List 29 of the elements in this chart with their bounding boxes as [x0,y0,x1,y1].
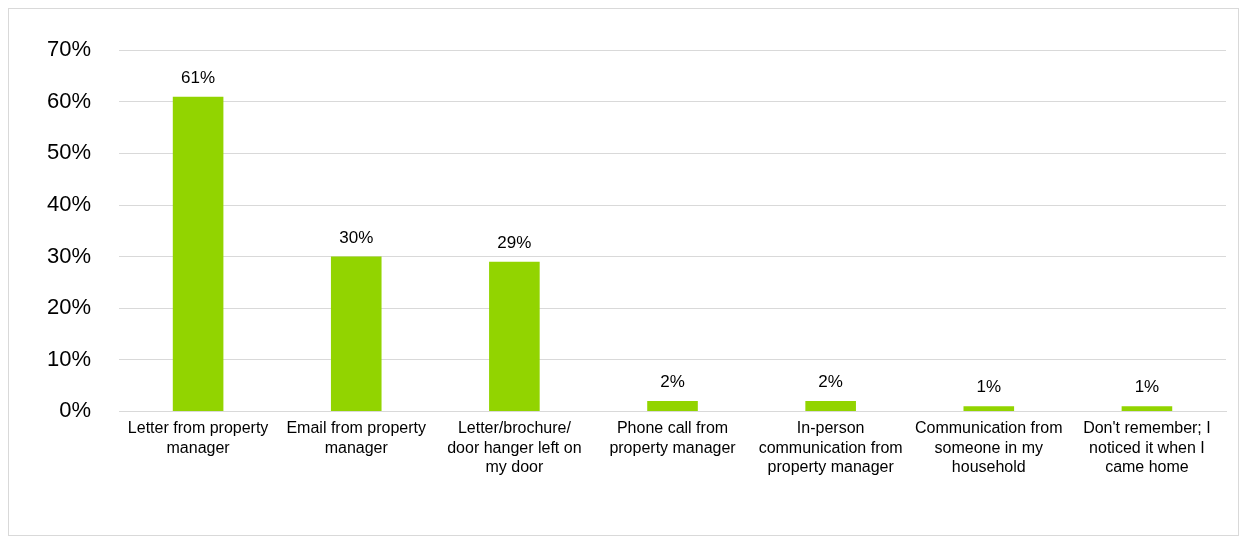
y-tick-label: 40% [46,191,92,217]
bar [805,401,856,411]
data-label: 29% [497,232,532,252]
data-label: 1% [976,377,1002,397]
bar [172,96,224,411]
data-label: 61% [181,67,216,87]
data-label: 30% [339,227,374,247]
y-tick-label: 20% [46,294,92,320]
x-tick-label: Don't remember; I noticed it when I came home [1083,419,1211,475]
y-tick-label: 0% [59,397,92,423]
x-tick-label: Email from property manager [286,419,427,456]
data-label: 2% [818,372,843,392]
y-tick-label: 50% [46,139,92,165]
x-tick-label: Phone call from property manager [609,419,737,456]
x-tick-label: Letter/brochure/ door hanger left on my door [447,419,582,475]
x-tick-label: Letter from property manager [127,419,269,456]
y-tick-label: 70% [46,36,92,62]
data-label: 2% [660,372,685,392]
x-tick-label: In-person communication from property manager [758,419,903,475]
bar [489,261,540,411]
bar [330,256,382,411]
y-tick-label: 30% [46,242,92,268]
x-tick-label: Communication from someone in my household [914,419,1063,475]
bar [963,406,1015,411]
bar [1121,406,1173,411]
y-tick-label: 60% [46,87,92,113]
bar [647,401,698,411]
data-label: 1% [1134,377,1160,397]
y-tick-label: 10% [46,345,92,371]
